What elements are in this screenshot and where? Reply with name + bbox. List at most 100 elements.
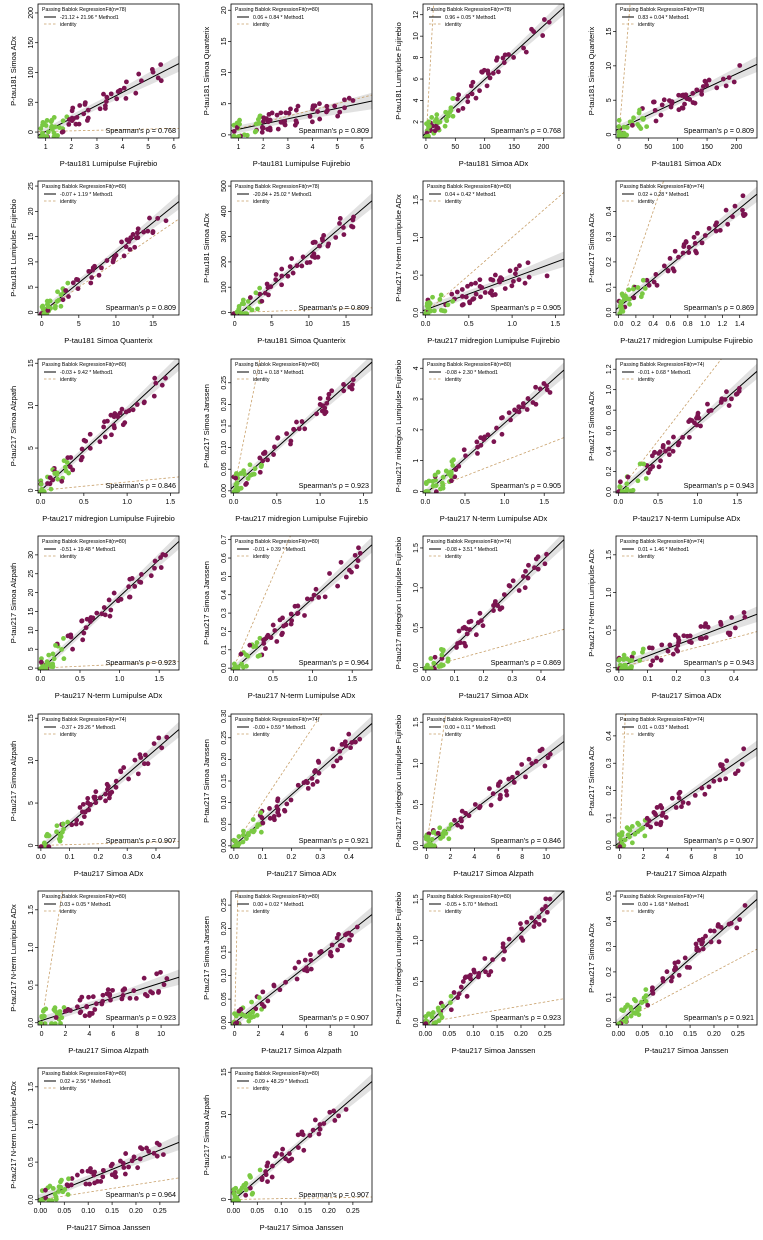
x-tick-label: 0.10	[466, 1031, 480, 1038]
data-point	[304, 260, 310, 266]
y-axis-title: P-tau217 Simoa Janssen	[202, 916, 211, 1000]
data-point	[259, 1175, 265, 1181]
spearman-annotation: Spearman's ρ = 0.923	[106, 658, 176, 667]
data-point	[57, 838, 63, 844]
data-point	[630, 286, 636, 292]
data-point	[314, 411, 319, 417]
data-point	[711, 928, 717, 934]
data-point	[640, 277, 646, 283]
data-point	[292, 965, 298, 971]
data-point	[342, 739, 348, 745]
data-point	[623, 1019, 629, 1025]
identity-label: identity	[253, 732, 270, 738]
spearman-annotation: Spearman's ρ = 0.905	[491, 481, 561, 490]
data-point	[706, 77, 712, 83]
data-point	[260, 125, 266, 131]
y-axis-title: P-tau217 Simoa Janssen	[202, 739, 211, 823]
data-point	[78, 820, 84, 826]
data-point	[232, 1011, 237, 1017]
data-point	[163, 375, 168, 381]
data-point	[137, 1156, 143, 1162]
data-point	[658, 822, 663, 828]
data-point	[292, 603, 298, 609]
legend: Passing Bablok RegressionFit(n=74)-0.37 …	[42, 717, 127, 738]
data-point	[234, 480, 240, 486]
data-point	[251, 828, 257, 834]
data-point	[653, 118, 659, 124]
data-point	[624, 481, 630, 487]
data-point	[672, 248, 678, 254]
x-tick-label: 0.8	[683, 321, 693, 328]
data-point	[265, 285, 271, 291]
legend-title: Passing Bablok RegressionFit(n=74)	[620, 362, 705, 368]
plot-frame	[615, 890, 758, 1026]
x-tick-label: 1.5	[539, 499, 549, 506]
plot-frame	[615, 3, 758, 139]
data-point	[669, 974, 675, 980]
data-point	[255, 822, 261, 827]
data-point	[346, 930, 352, 936]
identity-line	[38, 476, 179, 492]
data-point	[487, 786, 492, 792]
data-point	[333, 235, 339, 240]
data-point	[65, 280, 71, 286]
data-point	[126, 1164, 131, 1170]
data-point	[84, 1004, 89, 1010]
data-point	[293, 107, 299, 113]
data-point	[253, 121, 259, 127]
data-point	[335, 947, 340, 953]
x-tick-label: 50	[451, 144, 459, 151]
data-point	[38, 481, 44, 487]
y-tick-label: 15	[221, 37, 228, 45]
data-point	[231, 837, 237, 843]
spearman-annotation: Spearman's ρ = 0.923	[106, 1013, 176, 1022]
spearman-annotation: Spearman's ρ = 0.923	[299, 481, 369, 490]
identity-line	[231, 714, 323, 848]
plot-frame	[37, 535, 180, 671]
data-point	[58, 303, 64, 309]
data-point	[437, 825, 443, 831]
x-tick-label: 10	[112, 321, 120, 328]
data-point	[288, 106, 293, 112]
x-tick-label: 0.2	[287, 854, 297, 861]
data-point	[334, 758, 340, 764]
spearman-annotation: Spearman's ρ = 0.943	[684, 481, 754, 490]
data-point	[326, 391, 332, 397]
data-point	[150, 229, 156, 234]
data-point	[69, 108, 75, 114]
data-point	[456, 92, 462, 98]
y-tick-label: 0.5	[413, 270, 420, 280]
data-point	[314, 779, 320, 784]
x-tick-label: 0.05	[57, 1208, 71, 1215]
data-point	[131, 988, 137, 994]
y-tick-label: 0	[221, 310, 228, 314]
legend-title: Passing Bablok RegressionFit(n=80)	[235, 894, 320, 900]
data-point	[732, 625, 738, 631]
data-point	[720, 76, 726, 82]
data-point	[490, 70, 496, 76]
y-tick-label: 0.2	[606, 467, 613, 477]
data-point	[108, 607, 114, 613]
data-point	[40, 1008, 46, 1014]
data-point	[741, 610, 747, 615]
data-point	[728, 920, 734, 926]
data-point	[93, 800, 99, 806]
data-point	[627, 827, 633, 833]
data-point	[452, 474, 458, 480]
data-point	[673, 632, 678, 638]
data-point	[65, 1192, 71, 1197]
x-tick-label: 0.5	[79, 499, 89, 506]
data-point	[294, 611, 300, 617]
y-tick-label: 0.4	[606, 446, 613, 456]
data-point	[130, 232, 136, 237]
legend: Passing Bablok RegressionFit(n=74)-0.00 …	[235, 717, 320, 738]
data-point	[151, 1150, 157, 1156]
data-point	[85, 1168, 91, 1174]
legend: Passing Bablok RegressionFit(n=74)-0.01 …	[620, 362, 705, 383]
data-point	[433, 489, 439, 493]
data-point	[699, 240, 705, 246]
data-point	[44, 663, 49, 668]
y-tick-label: 1.0	[606, 385, 613, 395]
data-point	[123, 96, 129, 101]
